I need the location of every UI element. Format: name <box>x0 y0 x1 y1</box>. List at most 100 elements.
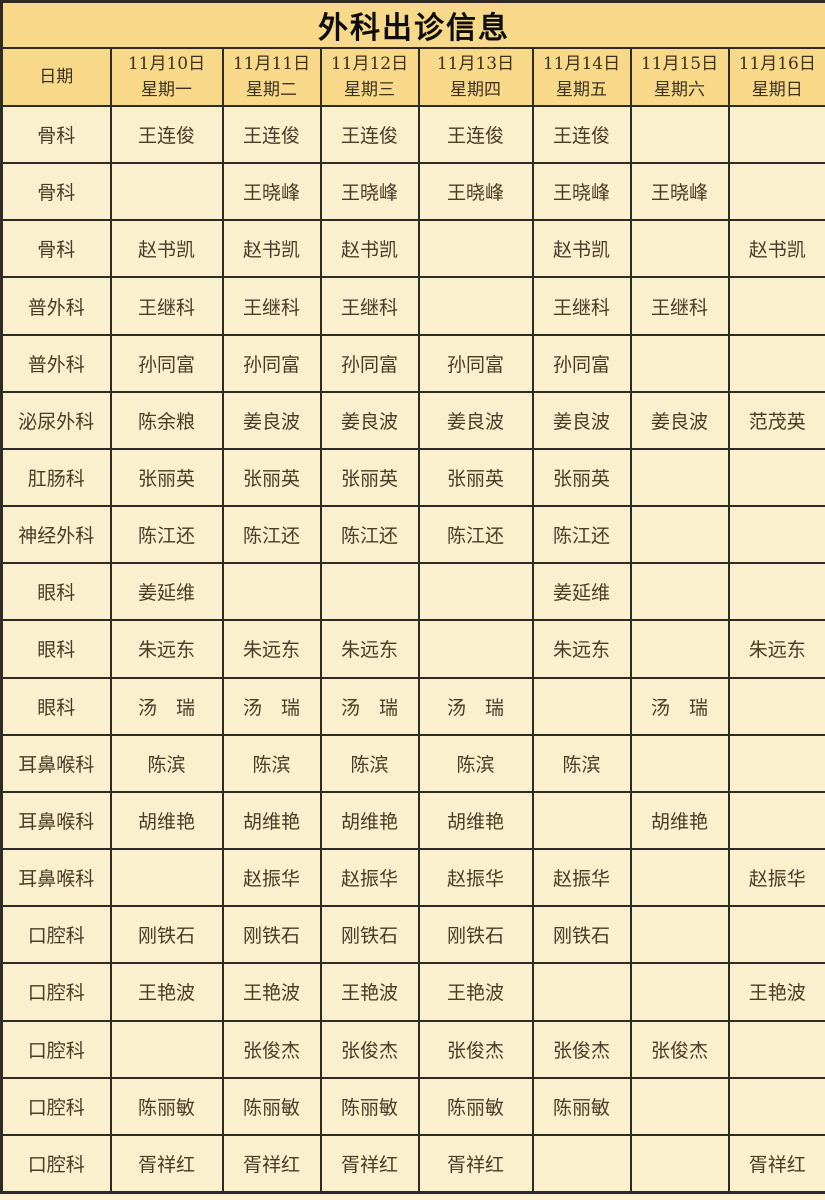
empty-cell <box>629 219 730 279</box>
table-row: 口腔科 陈丽敏 陈丽敏 陈丽敏 陈丽敏 陈丽敏 <box>0 1076 825 1136</box>
department-cell: 骨科 <box>0 104 112 165</box>
table-row: 普外科 王继科 王继科 王继科 王继科 王继科 <box>0 276 825 336</box>
doctor-cell: 朱远东 <box>531 619 632 679</box>
table-row: 骨科 王连俊 王连俊 王连俊 王连俊 王连俊 <box>0 104 825 165</box>
department-cell: 口腔科 <box>0 905 112 965</box>
doctor-cell: 赵振华 <box>531 848 632 908</box>
doctor-cell: 赵书凯 <box>221 219 322 279</box>
doctor-cell: 汤 瑞 <box>109 676 224 736</box>
doctor-cell: 王连俊 <box>221 104 322 165</box>
empty-cell <box>727 162 825 222</box>
department-cell: 普外科 <box>0 276 112 336</box>
empty-cell <box>531 790 632 851</box>
doctor-cell: 胡维艳 <box>417 790 534 851</box>
department-cell: 骨科 <box>0 162 112 222</box>
doctor-cell: 胥祥红 <box>109 1133 224 1194</box>
empty-cell <box>727 790 825 851</box>
day-header-2: 11月11日 星期二 <box>221 47 322 107</box>
doctor-cell: 王连俊 <box>531 104 632 165</box>
table-row: 口腔科 张俊杰 张俊杰 张俊杰 张俊杰 张俊杰 <box>0 1019 825 1079</box>
department-cell: 眼科 <box>0 619 112 679</box>
empty-cell <box>629 905 730 965</box>
doctor-cell: 陈滨 <box>319 733 420 793</box>
doctor-cell: 朱远东 <box>319 619 420 679</box>
day-header-6: 11月15日 星期六 <box>629 47 730 107</box>
doctor-cell: 陈丽敏 <box>417 1076 534 1136</box>
header-row: 日期 11月10日 星期一 11月11日 星期二 11月12日 星期三 11月13日 星期四 1… <box>0 47 825 107</box>
doctor-cell: 赵书凯 <box>319 219 420 279</box>
department-cell: 泌尿外科 <box>0 390 112 450</box>
doctor-cell: 汤 瑞 <box>629 676 730 736</box>
empty-cell <box>727 1019 825 1079</box>
day-header-weekday: 星期三 <box>344 80 395 100</box>
empty-cell <box>417 219 534 279</box>
doctor-cell: 刚铁石 <box>531 905 632 965</box>
empty-cell <box>221 562 322 622</box>
doctor-cell: 孙同富 <box>109 333 224 393</box>
day-header-date: 11月10日 <box>127 53 206 74</box>
empty-cell <box>629 619 730 679</box>
doctor-cell: 王晓峰 <box>531 162 632 222</box>
doctor-cell: 王继科 <box>319 276 420 336</box>
doctor-cell: 赵书凯 <box>531 219 632 279</box>
doctor-cell: 赵书凯 <box>727 219 825 279</box>
day-header-weekday: 星期五 <box>556 80 607 100</box>
empty-cell <box>417 562 534 622</box>
doctor-cell: 陈滨 <box>417 733 534 793</box>
doctor-cell: 朱远东 <box>727 619 825 679</box>
doctor-cell: 张俊杰 <box>417 1019 534 1079</box>
empty-cell <box>531 962 632 1022</box>
doctor-cell: 陈滨 <box>531 733 632 793</box>
department-cell: 耳鼻喉科 <box>0 848 112 908</box>
doctor-cell: 胥祥红 <box>221 1133 322 1194</box>
day-header-1: 11月10日 星期一 <box>109 47 224 107</box>
doctor-cell: 陈余粮 <box>109 390 224 450</box>
empty-cell <box>727 1076 825 1136</box>
department-cell: 口腔科 <box>0 1019 112 1079</box>
doctor-cell: 张俊杰 <box>319 1019 420 1079</box>
doctor-cell: 陈滨 <box>221 733 322 793</box>
doctor-cell: 张俊杰 <box>629 1019 730 1079</box>
doctor-cell: 姜良波 <box>221 390 322 450</box>
page-title: 外科出诊信息 <box>0 0 825 49</box>
empty-cell <box>727 905 825 965</box>
doctor-cell: 胡维艳 <box>319 790 420 851</box>
doctor-cell: 王晓峰 <box>629 162 730 222</box>
day-header-4: 11月13日 星期四 <box>417 47 534 107</box>
doctor-cell: 胥祥红 <box>727 1133 825 1194</box>
doctor-cell: 王连俊 <box>319 104 420 165</box>
table-row: 泌尿外科 陈余粮 姜良波 姜良波 姜良波 姜良波 姜良波 范茂英 <box>0 390 825 450</box>
empty-cell <box>727 505 825 565</box>
empty-cell <box>109 1019 224 1079</box>
doctor-cell: 张俊杰 <box>221 1019 322 1079</box>
doctor-cell: 刚铁石 <box>319 905 420 965</box>
table-row: 口腔科 胥祥红 胥祥红 胥祥红 胥祥红 胥祥红 <box>0 1133 825 1194</box>
table-row: 口腔科 王艳波 王艳波 王艳波 王艳波 王艳波 <box>0 962 825 1022</box>
doctor-cell: 陈丽敏 <box>531 1076 632 1136</box>
empty-cell <box>629 104 730 165</box>
empty-cell <box>629 848 730 908</box>
empty-cell <box>629 562 730 622</box>
department-cell: 普外科 <box>0 333 112 393</box>
department-cell: 耳鼻喉科 <box>0 733 112 793</box>
empty-cell <box>531 1133 632 1194</box>
doctor-cell: 王连俊 <box>417 104 534 165</box>
doctor-cell: 胥祥红 <box>417 1133 534 1194</box>
title-row: 外科出诊信息 <box>0 0 825 49</box>
empty-cell <box>727 562 825 622</box>
doctor-cell: 陈江还 <box>319 505 420 565</box>
doctor-cell: 陈江还 <box>531 505 632 565</box>
doctor-cell: 王艳波 <box>109 962 224 1022</box>
department-cell: 耳鼻喉科 <box>0 790 112 851</box>
table-row: 眼科汤 瑞汤 瑞汤 瑞汤 瑞汤 瑞 <box>0 676 825 736</box>
empty-cell <box>727 333 825 393</box>
doctor-cell: 王艳波 <box>221 962 322 1022</box>
empty-cell <box>629 962 730 1022</box>
empty-cell <box>629 1133 730 1194</box>
doctor-cell: 刚铁石 <box>109 905 224 965</box>
doctor-cell: 范茂英 <box>727 390 825 450</box>
doctor-cell: 陈江还 <box>221 505 322 565</box>
doctor-cell: 姜延维 <box>531 562 632 622</box>
doctor-cell: 王晓峰 <box>319 162 420 222</box>
